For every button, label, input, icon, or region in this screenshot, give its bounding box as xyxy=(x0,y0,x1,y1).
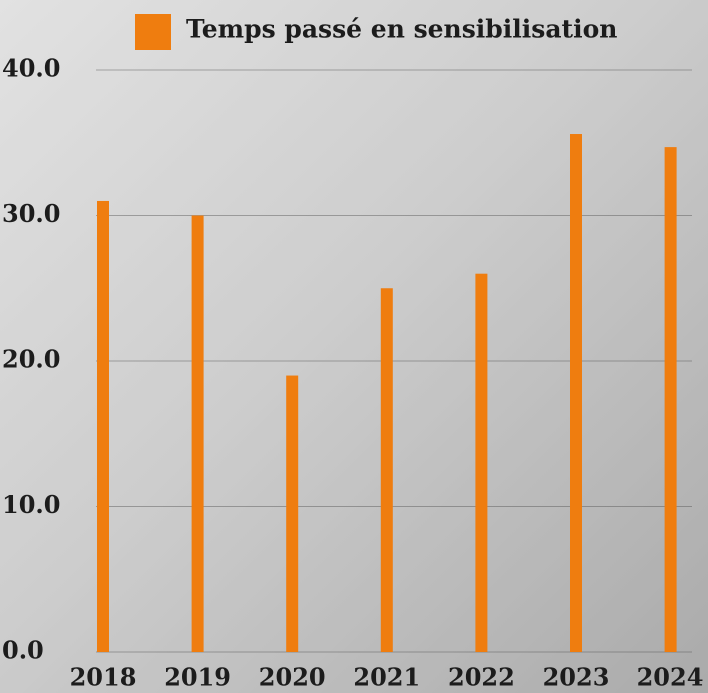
bar xyxy=(191,215,204,652)
x-tick-label: 2020 xyxy=(259,663,326,692)
y-tick-label: 10.0 xyxy=(2,490,60,519)
bar xyxy=(286,375,299,652)
bar xyxy=(570,134,582,652)
y-tick-label: 20.0 xyxy=(2,345,60,374)
x-tick-label: 2019 xyxy=(164,663,231,692)
x-tick-label: 2021 xyxy=(353,663,420,692)
y-tick-label: 30.0 xyxy=(2,199,60,228)
legend-swatch xyxy=(135,14,171,50)
x-tick-label: 2022 xyxy=(448,663,515,692)
bar xyxy=(97,200,109,652)
legend-label: Temps passé en sensibilisation xyxy=(186,15,617,44)
bar xyxy=(475,273,488,652)
x-tick-label: 2024 xyxy=(637,663,704,692)
bar xyxy=(664,147,677,653)
bar xyxy=(380,288,393,652)
x-tick-label: 2023 xyxy=(543,663,610,692)
x-tick-label: 2018 xyxy=(70,663,137,692)
y-tick-label: 0.0 xyxy=(2,636,44,665)
y-tick-label: 40.0 xyxy=(2,54,60,83)
